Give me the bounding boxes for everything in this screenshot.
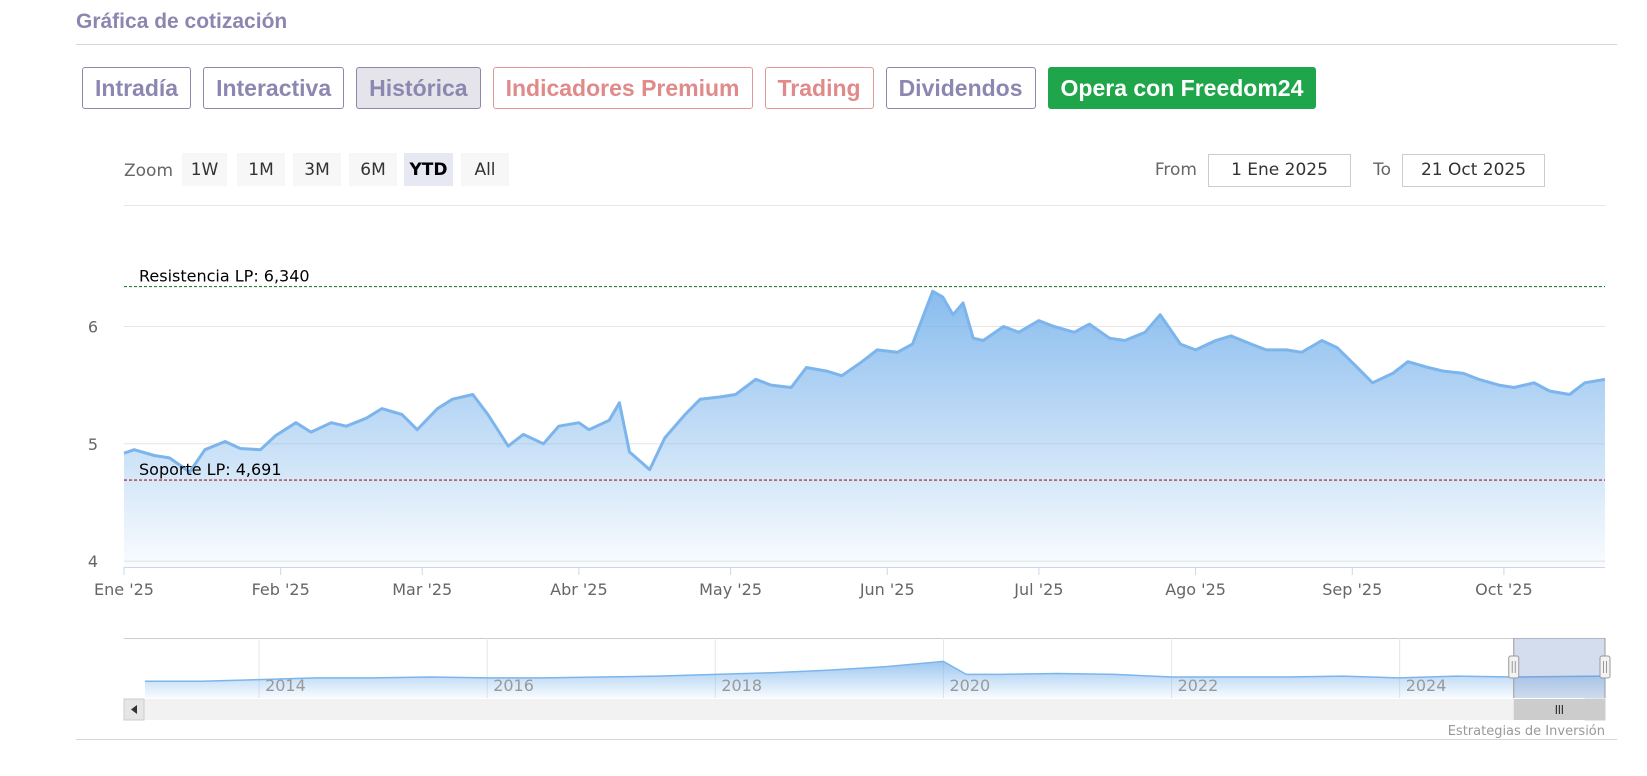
navigator-handle-icon xyxy=(1599,655,1611,679)
support-label: Soporte LP: 4,691 xyxy=(139,460,282,479)
x-tick-label: Sep '25 xyxy=(1322,580,1382,599)
zoom-button-all-label: All xyxy=(474,160,495,180)
tab-intradia[interactable]: Intradía xyxy=(82,67,192,109)
navigator-year-label: 2014 xyxy=(265,676,306,695)
navigator-year-label: 2018 xyxy=(721,676,762,695)
from-date-value: 1 Ene 2025 xyxy=(1231,160,1328,180)
x-tick-label: Abr '25 xyxy=(550,580,608,599)
y-tick-label: 4 xyxy=(88,552,98,571)
x-tick-label: Oct '25 xyxy=(1475,580,1533,599)
x-tick-label: May '25 xyxy=(699,580,762,599)
bottom-divider xyxy=(76,739,1617,740)
y-tick-label: 5 xyxy=(88,435,98,454)
x-tick-label: Mar '25 xyxy=(392,580,452,599)
x-tick-label: Ago '25 xyxy=(1165,580,1226,599)
navigator-selection[interactable] xyxy=(1513,638,1605,698)
zoom-button-ytd[interactable]: YTD xyxy=(404,153,453,186)
zoom-button-1m[interactable]: 1M xyxy=(237,153,285,186)
tab-historica[interactable]: Histórica xyxy=(356,67,481,109)
caret-left-icon xyxy=(131,705,137,714)
zoom-button-3m[interactable]: 3M xyxy=(293,153,341,186)
chart-tabs: Intradía Interactiva Histórica Indicador… xyxy=(82,67,1317,111)
scrollbar-track[interactable] xyxy=(124,699,1605,720)
navigator-handles[interactable] xyxy=(1508,638,1611,698)
resistance-label: Resistencia LP: 6,340 xyxy=(139,267,310,286)
to-date-value: 21 Oct 2025 xyxy=(1421,160,1526,180)
x-tick-label: Jul '25 xyxy=(1013,580,1063,599)
zoom-label: Zoom xyxy=(124,161,173,181)
zoom-button-all[interactable]: All xyxy=(461,153,509,186)
zoom-button-1m-label: 1M xyxy=(248,160,273,180)
chart-credit: Estrategias de Inversión xyxy=(1448,724,1605,739)
zoom-button-3m-label: 3M xyxy=(304,160,329,180)
tab-dividendos[interactable]: Dividendos xyxy=(885,67,1036,109)
scrollbar[interactable] xyxy=(123,698,1606,721)
navigator-year-label: 2016 xyxy=(493,676,534,695)
grip-icon xyxy=(1555,705,1563,714)
to-date-input[interactable]: 21 Oct 2025 xyxy=(1402,154,1545,187)
navigator-handle-icon xyxy=(1508,655,1520,679)
zoom-button-6m[interactable]: 6M xyxy=(349,153,397,186)
freedom24-cta-button[interactable]: Opera con Freedom24 xyxy=(1047,67,1317,109)
zoom-button-ytd-label: YTD xyxy=(408,160,447,180)
navigator-line xyxy=(145,660,1606,683)
navigator-year-label: 2024 xyxy=(1406,676,1447,695)
x-axis-labels: Ene '25 Feb '25 Mar '25 Abr '25 May '25 Jun '… xyxy=(94,567,1533,599)
x-tick-label: Jun '25 xyxy=(859,580,915,599)
plot-lines: Resistencia LP: 6,340 Soporte LP: 4,691 xyxy=(124,267,1605,481)
y-axis-labels: 4 5 6 xyxy=(88,317,98,571)
navigator-year-labels: 2014 2016 2018 2020 2022 2024 xyxy=(265,676,1446,695)
from-date-input[interactable]: 1 Ene 2025 xyxy=(1208,154,1351,187)
section-title: Gráfica de cotización xyxy=(76,10,288,33)
navigator[interactable]: 2014 2016 2018 2020 2022 2024 xyxy=(124,638,1611,698)
to-label: To xyxy=(1372,160,1391,180)
navigator-year-label: 2022 xyxy=(1178,676,1219,695)
x-tick-label: Feb '25 xyxy=(252,580,310,599)
y-tick-label: 6 xyxy=(88,317,98,336)
tab-indicadores-premium[interactable]: Indicadores Premium xyxy=(492,67,753,109)
tab-interactiva[interactable]: Interactiva xyxy=(203,67,345,109)
price-line xyxy=(123,289,1606,474)
zoom-button-1w[interactable]: 1W xyxy=(182,153,227,186)
x-tick-label: Ene '25 xyxy=(94,580,154,599)
zoom-button-1w-label: 1W xyxy=(191,160,219,180)
from-label: From xyxy=(1155,160,1197,180)
zoom-button-6m-label: 6M xyxy=(360,160,385,180)
navigator-area xyxy=(145,661,1605,698)
price-area xyxy=(124,291,1605,567)
navigator-year-label: 2020 xyxy=(949,676,990,695)
tab-trading[interactable]: Trading xyxy=(764,67,874,109)
title-divider xyxy=(76,44,1617,45)
